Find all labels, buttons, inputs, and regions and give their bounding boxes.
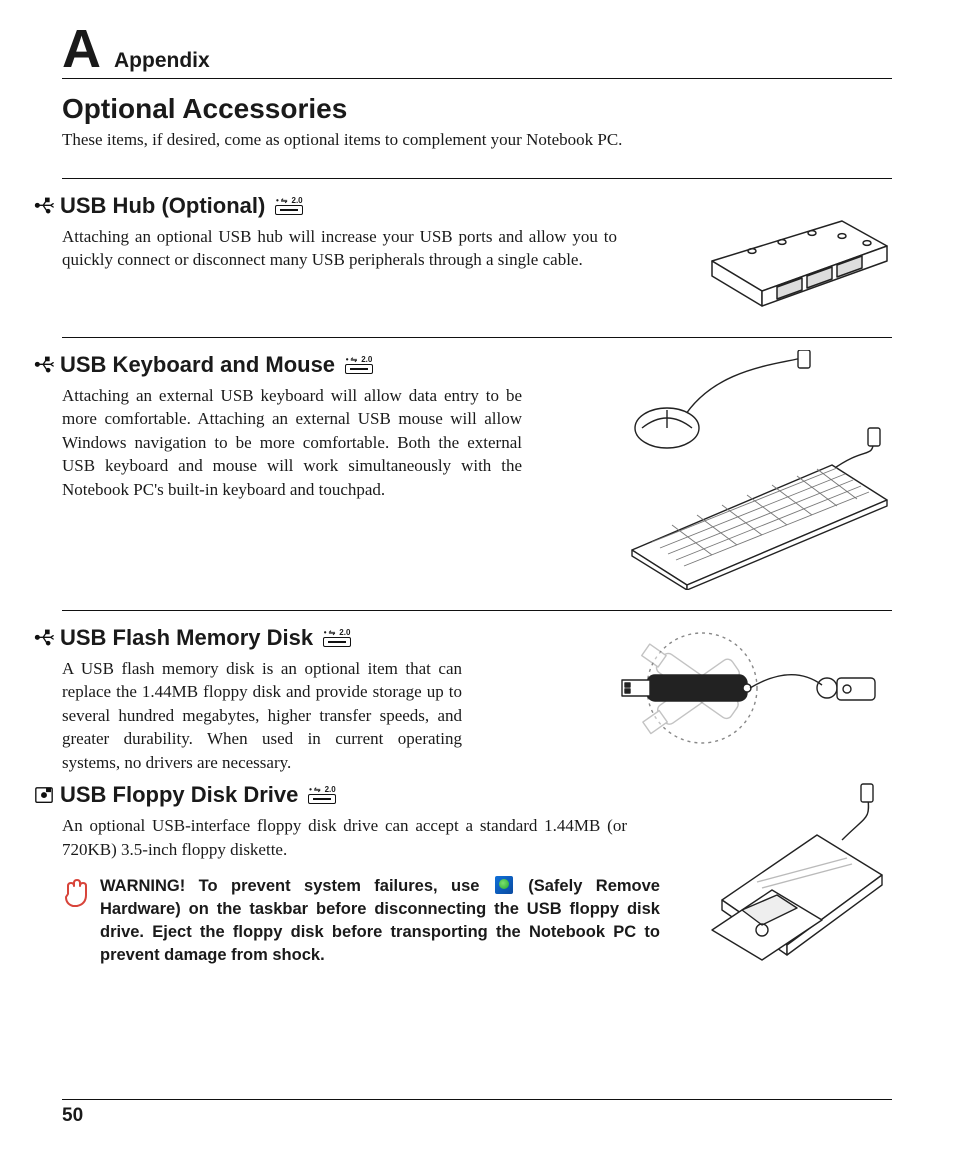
section-body: Attaching an external USB keyboard will …: [62, 384, 522, 501]
warning-block: WARNING! To prevent system failures, use…: [62, 875, 686, 967]
page-number: 50: [62, 1105, 83, 1127]
section-usb-floppy: USB Floppy Disk Drive •⇋2.0 An optional …: [62, 774, 892, 970]
usb-version: 2.0: [361, 356, 372, 364]
appendix-label: Appendix: [114, 49, 210, 73]
section-body: An optional USB-interface floppy disk dr…: [62, 814, 627, 861]
usb-version: 2.0: [325, 786, 336, 794]
usb-icon: [34, 356, 54, 374]
usb-2-badge-icon: •⇋2.0: [345, 356, 373, 374]
usb-hub-illustration: [692, 191, 892, 311]
section-usb-flash: USB Flash Memory Disk •⇋2.0 A USB flash …: [62, 611, 892, 774]
section-heading: USB Keyboard and Mouse •⇋2.0: [34, 352, 606, 378]
section-heading: USB Flash Memory Disk •⇋2.0: [34, 625, 576, 651]
heading-text: USB Floppy Disk Drive: [60, 782, 298, 808]
section-body: A USB flash memory disk is an optional i…: [62, 657, 462, 774]
usb-icon: [34, 197, 54, 215]
keyboard-mouse-illustration: [622, 350, 892, 590]
warning-prefix: WARNING! To prevent system failures, use: [100, 877, 493, 895]
section-text: USB Hub (Optional) •⇋2.0 Attaching an op…: [62, 191, 676, 272]
usb-version: 2.0: [292, 197, 303, 205]
page-title: Optional Accessories: [62, 93, 892, 125]
usb-flash-illustration: [592, 623, 892, 753]
section-heading: USB Floppy Disk Drive •⇋2.0: [34, 782, 686, 808]
section-text: USB Flash Memory Disk •⇋2.0 A USB flash …: [62, 623, 576, 774]
floppy-icon: [34, 786, 54, 804]
section-usb-keyboard-mouse: USB Keyboard and Mouse •⇋2.0 Attaching a…: [62, 338, 892, 590]
section-text: USB Keyboard and Mouse •⇋2.0 Attaching a…: [62, 350, 606, 501]
usb-icon: [34, 629, 54, 647]
header-row: A Appendix: [62, 22, 892, 79]
heading-text: USB Keyboard and Mouse: [60, 352, 335, 378]
section-body: Attaching an optional USB hub will incre…: [62, 225, 617, 272]
section-text: USB Floppy Disk Drive •⇋2.0 An optional …: [62, 780, 686, 967]
section-usb-hub: USB Hub (Optional) •⇋2.0 Attaching an op…: [62, 179, 892, 311]
page: A Appendix Optional Accessories These it…: [0, 0, 954, 1155]
warning-hand-icon: [62, 877, 90, 907]
section-heading: USB Hub (Optional) •⇋2.0: [34, 193, 676, 219]
usb-2-badge-icon: •⇋2.0: [323, 629, 351, 647]
footer-divider: [62, 1099, 892, 1100]
usb-2-badge-icon: •⇋2.0: [308, 786, 336, 804]
heading-text: USB Flash Memory Disk: [60, 625, 313, 651]
heading-text: USB Hub (Optional): [60, 193, 265, 219]
safely-remove-hardware-icon: [495, 876, 513, 894]
usb-version: 2.0: [339, 629, 350, 637]
intro-text: These items, if desired, come as optiona…: [62, 129, 892, 152]
appendix-letter: A: [62, 22, 100, 76]
usb-floppy-illustration: [702, 780, 892, 970]
warning-text: WARNING! To prevent system failures, use…: [100, 875, 660, 967]
usb-2-badge-icon: •⇋2.0: [275, 197, 303, 215]
